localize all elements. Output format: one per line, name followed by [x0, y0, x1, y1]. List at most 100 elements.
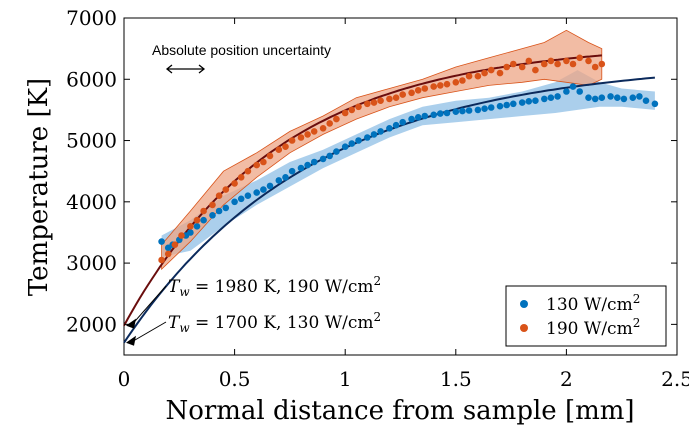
data-point-190 [178, 232, 185, 239]
x-tick-label: 2 [560, 367, 573, 391]
data-point-190 [563, 57, 570, 65]
data-point-190 [209, 201, 216, 209]
data-point-130 [187, 229, 194, 236]
data-point-190 [244, 167, 252, 175]
annotation-arrow-head [126, 335, 136, 346]
data-points [158, 54, 659, 264]
data-point-130 [364, 134, 371, 141]
data-point-130 [231, 198, 238, 206]
data-point-190 [554, 60, 561, 68]
x-tick-label: 0.5 [219, 367, 251, 391]
data-point-190 [518, 63, 526, 71]
data-point-190 [253, 161, 260, 169]
data-point-130 [591, 95, 599, 103]
y-tick-label: 3000 [66, 251, 117, 275]
data-point-190 [215, 192, 223, 199]
data-point-130 [399, 118, 407, 126]
data-point-130 [275, 177, 283, 184]
data-point-130 [598, 94, 606, 101]
data-point-130 [465, 107, 473, 114]
data-point-130 [518, 99, 526, 106]
data-point-190 [297, 134, 305, 141]
data-point-130 [569, 83, 577, 90]
data-point-190 [591, 63, 599, 71]
y-tick-label: 5000 [66, 129, 117, 153]
x-tick-label: 1 [339, 367, 352, 391]
wall-temp-annotation-130: Tw = 1700 K, 130 W/cm2 [168, 310, 381, 335]
data-point-130 [525, 98, 533, 105]
data-point-190 [200, 207, 207, 215]
data-point-130 [237, 195, 245, 203]
data-point-190 [465, 72, 473, 80]
data-point-190 [282, 143, 289, 150]
data-point-190 [532, 66, 539, 74]
legend-label-190: 190 W/cm2 [546, 316, 640, 339]
data-point-190 [496, 69, 504, 77]
data-point-130 [474, 106, 482, 114]
data-point-190 [569, 60, 577, 68]
annotation-arrow-line [131, 285, 167, 325]
double-arrow-icon [165, 64, 206, 74]
data-point-190 [576, 54, 583, 62]
legend-marker-190 [520, 324, 528, 332]
x-axis-ticks: 0 0.5 1 1.5 2 2.5 [118, 18, 689, 391]
data-point-190 [474, 72, 482, 80]
uncertainty-bands [161, 29, 655, 271]
data-point-190 [333, 115, 340, 123]
data-point-190 [452, 79, 460, 86]
data-point-190 [187, 223, 194, 230]
data-point-130 [253, 189, 260, 196]
data-point-130 [576, 88, 583, 95]
data-point-130 [158, 238, 165, 245]
y-tick-label: 4000 [66, 190, 117, 214]
data-point-130 [310, 158, 318, 166]
data-point-130 [437, 110, 444, 117]
data-point-190 [260, 158, 267, 166]
data-point-190 [310, 128, 318, 135]
data-point-130 [408, 115, 415, 123]
data-point-130 [421, 112, 429, 120]
data-point-190 [430, 83, 438, 90]
data-point-130 [244, 192, 252, 199]
data-point-190 [459, 77, 466, 84]
data-point-130 [414, 114, 422, 121]
data-point-190 [443, 80, 451, 88]
data-point-190 [355, 103, 362, 111]
data-point-130 [333, 148, 340, 155]
data-point-190 [348, 106, 356, 114]
data-point-190 [266, 152, 274, 160]
data-point-190 [399, 91, 407, 98]
x-tick-label: 2.5 [661, 367, 689, 391]
data-point-190 [421, 85, 429, 92]
data-point-130 [288, 167, 296, 175]
data-point-130 [209, 212, 216, 219]
data-point-190 [598, 60, 606, 68]
data-point-130 [651, 100, 659, 108]
x-tick-label: 0 [118, 367, 131, 391]
legend-box [505, 285, 667, 347]
data-point-190 [158, 256, 165, 264]
data-point-130 [636, 93, 643, 100]
data-point-130 [348, 140, 356, 147]
plot-frame [123, 17, 678, 356]
data-point-190 [231, 180, 238, 187]
data-point-130 [377, 128, 384, 135]
uncertainty-band-190 [161, 29, 603, 271]
data-point-130 [282, 174, 289, 181]
data-point-130 [430, 111, 438, 119]
uncertainty-band-130 [161, 70, 655, 257]
annotation-arrow-line [131, 321, 167, 343]
data-point-190 [164, 250, 172, 258]
x-tick-label: 1.5 [440, 367, 472, 391]
data-point-130 [642, 97, 650, 104]
data-point-190 [585, 57, 592, 65]
data-point-130 [541, 95, 548, 103]
data-point-130 [443, 109, 451, 117]
data-point-190 [370, 99, 378, 106]
data-point-130 [222, 204, 230, 212]
data-point-190 [193, 216, 201, 224]
data-point-190 [319, 125, 327, 132]
data-point-130 [193, 223, 201, 230]
data-point-190 [414, 87, 422, 94]
